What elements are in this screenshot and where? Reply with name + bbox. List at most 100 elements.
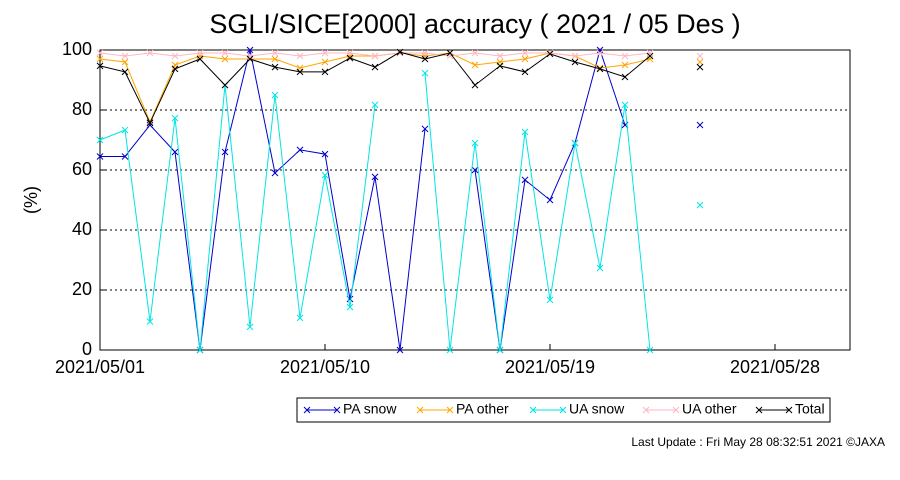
point [371,173,379,181]
point [296,52,304,60]
point [146,121,154,129]
point [346,49,354,57]
x-tick-label: 2021/05/28 [730,357,820,377]
point [621,73,629,81]
point [96,136,104,144]
point [171,65,179,73]
point [196,52,204,60]
legend-marker [755,406,763,414]
point [171,52,179,60]
y-tick-label: 80 [72,99,92,119]
y-tick-label: 100 [62,39,92,59]
point [546,50,554,58]
point [96,49,104,57]
point [146,119,154,127]
point [246,55,254,63]
point [596,46,604,54]
legend-box [296,397,831,423]
legend-label: PA other [456,401,509,417]
point [696,121,704,129]
point [696,201,704,209]
y-tick-label: 0 [82,339,92,359]
legend-label: PA snow [343,401,397,417]
series-line [99,52,651,124]
point [596,65,604,73]
y-tick-label: 60 [72,159,92,179]
point [421,125,429,133]
point [371,63,379,71]
y-tick-label: 20 [72,279,92,299]
point [271,63,279,71]
point [246,52,254,60]
point [271,169,279,177]
point [621,101,629,109]
point [471,49,479,57]
point [446,49,454,57]
point [196,55,204,63]
y-axis-label: (%) [21,186,41,214]
point [371,52,379,60]
legend-label: Total [795,401,825,417]
x-tick-label: 2021/05/10 [280,357,370,377]
point [121,153,129,160]
point [196,346,204,354]
point [496,346,504,354]
point [446,52,454,60]
point [246,46,254,54]
point [571,58,579,66]
legend-marker [672,406,680,414]
point [221,81,229,89]
point [96,55,104,63]
point [646,346,654,354]
point [521,55,529,63]
point [546,196,554,204]
point [271,49,279,57]
point [121,52,129,60]
point [646,49,654,57]
point [121,68,129,76]
point [421,49,429,57]
legend-label: UA other [682,401,737,417]
point [321,171,329,179]
point [646,55,654,63]
point [271,91,279,99]
point [571,52,579,60]
point [521,68,529,76]
point [346,303,354,311]
legend-marker [785,406,793,414]
series-line [100,49,426,351]
point [271,55,279,63]
point [321,58,329,66]
point [96,153,104,160]
point [621,61,629,69]
point [121,58,129,66]
point [471,166,479,174]
point [471,81,479,89]
x-tick-label: 2021/05/01 [55,357,145,377]
legend-marker [559,406,567,414]
point [321,49,329,57]
chart-title: SGLI/SICE[2000] accuracy ( 2021 / 05 Des… [209,9,740,39]
footer: Last Update : Fri May 28 08:32:51 2021 ©… [631,435,885,449]
point [571,139,579,147]
point [121,126,129,134]
y-tick-label: 40 [72,219,92,239]
point [346,54,354,62]
point [396,48,404,56]
point [521,128,529,136]
point [396,49,404,57]
point [346,52,354,60]
point [696,58,704,66]
point [296,314,304,322]
point [546,296,554,304]
point [321,150,329,158]
point [496,52,504,60]
point [646,52,654,60]
point [696,52,704,60]
point [421,55,429,63]
point [321,68,329,76]
point [196,49,204,57]
legend-marker [416,406,424,414]
point [246,323,254,331]
